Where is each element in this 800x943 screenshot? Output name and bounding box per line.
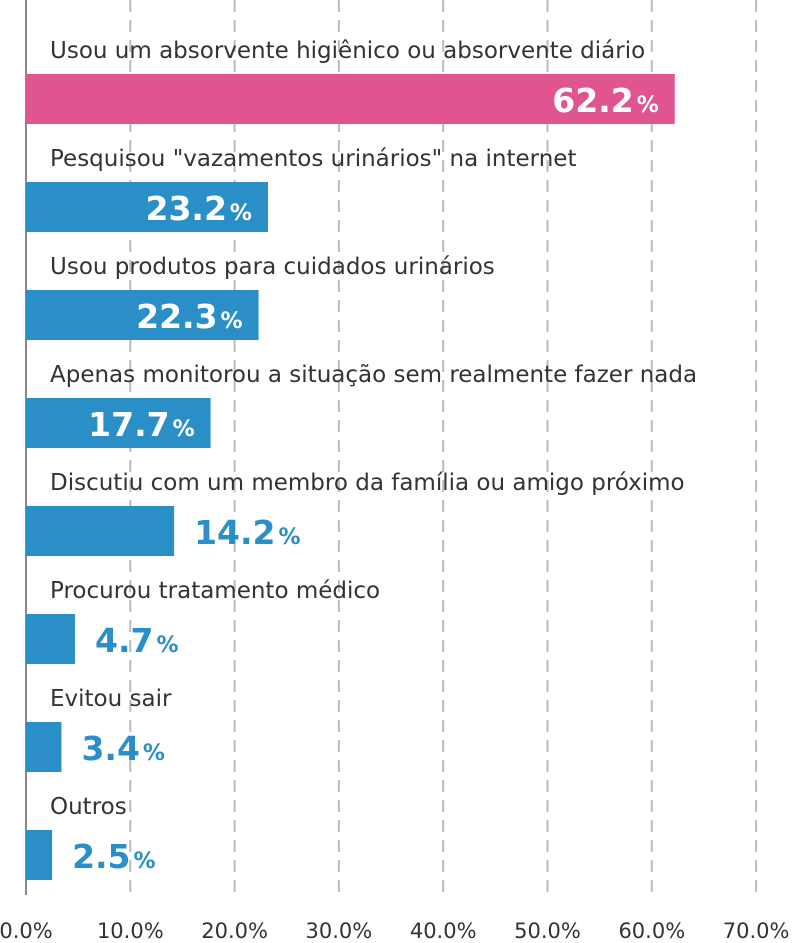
value-label-5: 4.7% bbox=[95, 621, 179, 660]
x-tick-label-5: 50.0% bbox=[514, 919, 581, 943]
category-label-0: Usou um absorvente higiênico ou absorven… bbox=[50, 38, 645, 64]
category-label-2: Usou produtos para cuidados urinários bbox=[50, 254, 495, 280]
category-label-5: Procurou tratamento médico bbox=[50, 578, 380, 604]
bars bbox=[26, 74, 675, 880]
bar-4 bbox=[26, 506, 175, 556]
labels: Usou um absorvente higiênico ou absorven… bbox=[50, 38, 697, 876]
category-label-6: Evitou sair bbox=[50, 686, 172, 712]
value-label-3: 17.7% bbox=[88, 405, 194, 444]
bar-5 bbox=[26, 614, 76, 664]
bar-6 bbox=[26, 722, 62, 772]
category-label-7: Outros bbox=[50, 794, 127, 820]
grid-lines bbox=[129, 0, 758, 895]
bar-0 bbox=[26, 74, 675, 124]
x-tick-label-0: 0.0% bbox=[0, 919, 53, 943]
category-label-3: Apenas monitorou a situação sem realment… bbox=[50, 362, 697, 388]
bar-3 bbox=[26, 398, 211, 448]
value-label-0: 62.2% bbox=[552, 81, 658, 120]
value-label-7: 2.5% bbox=[72, 837, 156, 876]
x-tick-label-7: 70.0% bbox=[723, 919, 790, 943]
value-label-1: 23.2% bbox=[146, 189, 252, 228]
bar-1 bbox=[26, 182, 268, 232]
value-label-4: 14.2% bbox=[194, 513, 300, 552]
bar-7 bbox=[26, 830, 53, 880]
x-tick-label-2: 20.0% bbox=[201, 919, 268, 943]
category-label-1: Pesquisou "vazamentos urinários" na inte… bbox=[50, 146, 576, 172]
bar-2 bbox=[26, 290, 259, 340]
x-tick-label-1: 10.0% bbox=[97, 919, 164, 943]
x-tick-label-3: 30.0% bbox=[306, 919, 373, 943]
value-label-2: 22.3% bbox=[136, 297, 242, 336]
category-label-4: Discutiu com um membro da família ou ami… bbox=[50, 470, 685, 496]
value-label-6: 3.4% bbox=[81, 729, 165, 768]
x-tick-label-6: 60.0% bbox=[618, 919, 685, 943]
x-tick-label-4: 40.0% bbox=[410, 919, 477, 943]
